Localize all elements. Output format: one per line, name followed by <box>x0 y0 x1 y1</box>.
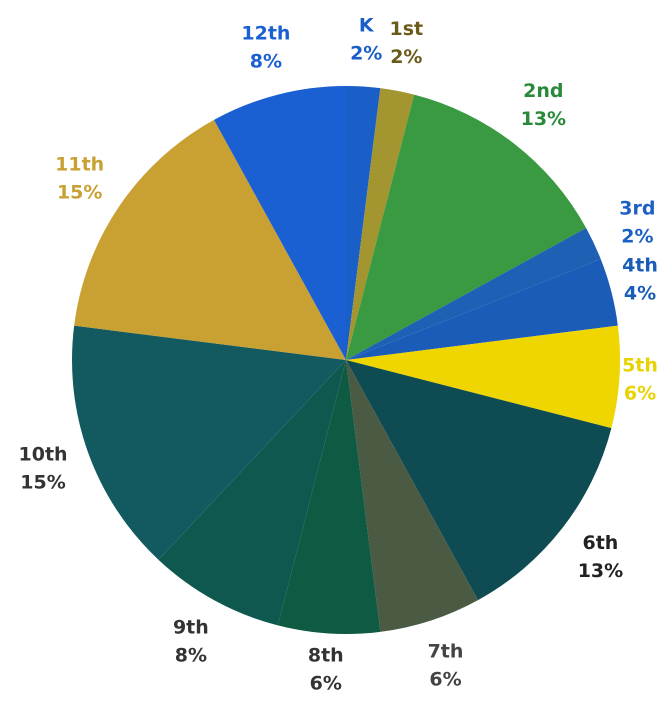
slice-value-label: 15% <box>57 182 102 204</box>
slice-label: 1st <box>390 18 424 40</box>
slice-label: 5th <box>622 355 658 377</box>
slice-label: 10th <box>19 444 68 466</box>
pie-slice <box>74 119 346 360</box>
slice-label: 2nd <box>523 80 563 102</box>
pie-slice <box>346 86 381 360</box>
slice-value-label: 13% <box>578 560 623 582</box>
slice-value-label: 8% <box>175 645 207 667</box>
slice-label: 4th <box>622 254 658 276</box>
pie-slice <box>346 88 415 360</box>
slice-value-label: 6% <box>429 669 461 691</box>
slice-value-label: 2% <box>621 225 653 247</box>
slice-value-label: 8% <box>250 51 282 73</box>
slice-label: 6th <box>583 532 619 554</box>
pie-slice <box>346 360 479 632</box>
pie-slice <box>346 360 612 601</box>
slice-value-label: 2% <box>350 43 382 65</box>
slice-label: 8th <box>308 645 344 667</box>
pie-slice <box>346 259 618 360</box>
slice-value-label: 15% <box>20 472 65 494</box>
pie-slice <box>346 227 601 360</box>
pie-slice <box>158 360 346 626</box>
pie-slice <box>346 94 587 360</box>
slice-value-label: 6% <box>624 383 656 405</box>
slice-label: 12th <box>241 23 290 45</box>
pie-slice <box>213 86 346 360</box>
slice-label: 11th <box>55 154 104 176</box>
slice-label: K <box>359 15 375 37</box>
slice-label: 7th <box>428 641 464 663</box>
slice-value-label: 13% <box>521 108 566 130</box>
slice-value-label: 2% <box>390 46 422 68</box>
slice-label: 9th <box>173 617 209 639</box>
slice-label: 3rd <box>619 197 655 219</box>
pie-slice <box>71 325 347 560</box>
slice-value-label: 4% <box>624 282 656 304</box>
pie-slice <box>277 360 381 634</box>
slice-value-label: 6% <box>310 673 342 695</box>
pie-slice <box>346 325 620 429</box>
